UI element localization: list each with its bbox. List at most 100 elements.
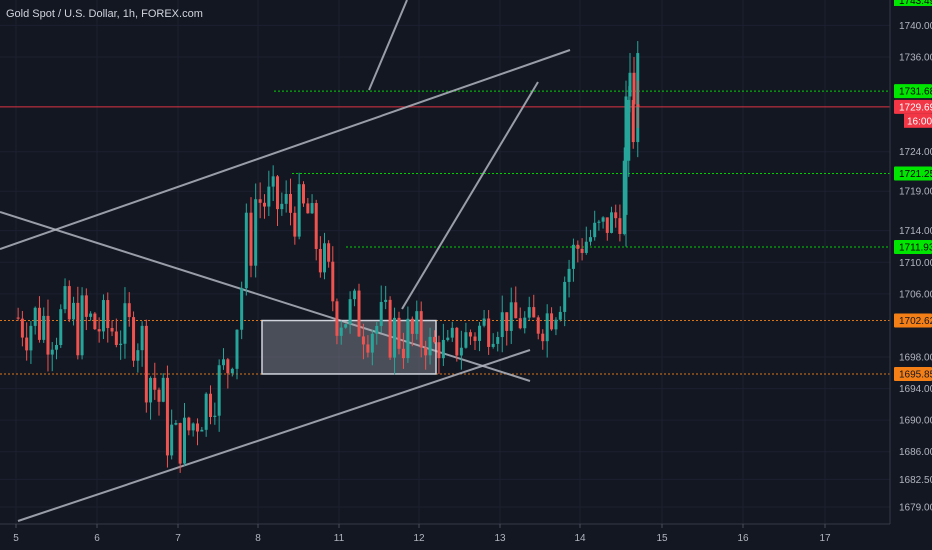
candle-body bbox=[505, 312, 509, 331]
candle-body bbox=[123, 303, 127, 344]
candle-body bbox=[487, 318, 491, 347]
candle-body bbox=[310, 203, 314, 214]
candle-body bbox=[331, 261, 335, 302]
candle-body bbox=[406, 318, 410, 359]
candle-body bbox=[323, 243, 326, 273]
candle-body bbox=[514, 302, 518, 319]
price-axis-label: 1679.00 bbox=[899, 503, 932, 514]
candle-body bbox=[37, 307, 41, 340]
upper-channel-line[interactable] bbox=[0, 49, 571, 250]
candle-body bbox=[196, 423, 199, 432]
candle-body bbox=[631, 99, 635, 143]
candle-body bbox=[567, 268, 571, 282]
candle-body bbox=[388, 299, 392, 358]
candle-body bbox=[473, 336, 477, 341]
price-axis-label: 1694.00 bbox=[899, 384, 932, 395]
candle-body bbox=[119, 343, 123, 345]
time-axis-label-16: 16 bbox=[737, 533, 749, 544]
candle-body bbox=[183, 417, 186, 464]
candle-body bbox=[29, 325, 33, 351]
candle-body bbox=[174, 423, 178, 425]
price-axis[interactable]: 1740.00 1736.00 1724.00 1719.00 1714.00 1710.… bbox=[899, 21, 932, 514]
candle-body bbox=[33, 307, 37, 326]
chart-title: Gold Spot / U.S. Dollar, 1h, FOREX.com bbox=[6, 8, 203, 20]
candle-body bbox=[545, 313, 549, 342]
price-tag-1729.69-bg bbox=[894, 99, 932, 114]
candle-body bbox=[357, 290, 361, 337]
countdown-tag: 16:00 bbox=[907, 116, 932, 127]
candle-body bbox=[584, 241, 588, 253]
candle-body bbox=[42, 315, 46, 340]
candle-body bbox=[482, 318, 486, 326]
candle-body bbox=[410, 318, 414, 334]
candle-body bbox=[424, 347, 428, 356]
candle-body bbox=[187, 417, 191, 431]
candle-body bbox=[618, 218, 622, 234]
time-axis-label-12: 12 bbox=[413, 533, 425, 544]
candle-body bbox=[384, 299, 388, 302]
candle-body bbox=[509, 302, 513, 331]
candles-layer bbox=[16, 41, 640, 473]
upper-fan-line[interactable] bbox=[368, 0, 408, 91]
candle-body bbox=[204, 393, 208, 430]
candle-body bbox=[240, 288, 244, 330]
candle-body bbox=[622, 160, 626, 234]
price-tag-1731.68-bg bbox=[894, 84, 932, 99]
candle-body bbox=[441, 339, 445, 359]
time-axis-label-11: 11 bbox=[334, 533, 345, 544]
candle-body bbox=[271, 176, 275, 187]
candle-body bbox=[213, 415, 217, 417]
candle-body bbox=[401, 348, 405, 359]
consolidation-box[interactable] bbox=[261, 319, 437, 375]
candle-body bbox=[200, 429, 204, 432]
candle-body bbox=[593, 222, 597, 238]
candle-body bbox=[518, 318, 522, 329]
candle-body bbox=[536, 317, 540, 334]
candle-body bbox=[84, 295, 88, 317]
candle-body bbox=[554, 319, 558, 330]
candle-body bbox=[550, 313, 554, 330]
candle-body bbox=[280, 203, 284, 210]
countdown-tag-bg bbox=[904, 113, 932, 128]
price-axis-label: 1724.00 bbox=[899, 147, 932, 158]
candle-body bbox=[153, 377, 157, 390]
price-tag-1695.85-bg bbox=[894, 366, 932, 381]
descending-trend-line[interactable] bbox=[0, 211, 531, 382]
candle-body bbox=[165, 377, 169, 456]
candle-body bbox=[97, 329, 101, 332]
candle-body bbox=[72, 302, 76, 320]
candle-body bbox=[267, 186, 271, 207]
price-axis-label: 1710.00 bbox=[899, 258, 932, 269]
candle-body bbox=[157, 389, 161, 402]
price-axis-label: 1706.00 bbox=[899, 289, 932, 300]
candle-body bbox=[576, 244, 580, 249]
candle-body bbox=[541, 333, 545, 342]
price-axis-label: 1690.00 bbox=[899, 416, 932, 427]
candle-body bbox=[459, 347, 463, 356]
candle-body bbox=[589, 237, 592, 242]
candle-body bbox=[178, 423, 182, 464]
candle-body bbox=[254, 199, 258, 266]
candle-body bbox=[478, 325, 482, 341]
candle-body bbox=[428, 336, 432, 356]
time-axis[interactable]: 5 6 7 8 11 12 13 14 15 16 17 bbox=[13, 524, 831, 544]
middle-fan-line[interactable] bbox=[401, 81, 539, 310]
price-tag-top-bg bbox=[894, 0, 932, 6]
lower-channel-line[interactable] bbox=[17, 349, 531, 522]
candle-body bbox=[523, 317, 527, 329]
candle-body bbox=[339, 327, 343, 336]
candle-body bbox=[446, 337, 450, 340]
candle-body bbox=[306, 203, 310, 214]
candle-body bbox=[624, 96, 628, 215]
time-axis-label-7: 7 bbox=[175, 533, 181, 544]
candle-body bbox=[605, 217, 609, 233]
candle-body bbox=[415, 311, 419, 334]
price-axis-label: 1714.00 bbox=[899, 226, 932, 237]
candle-body bbox=[450, 327, 454, 338]
candle-body bbox=[563, 281, 567, 312]
candle-body bbox=[327, 243, 331, 262]
candle-body bbox=[627, 99, 631, 161]
candle-body bbox=[50, 349, 54, 355]
